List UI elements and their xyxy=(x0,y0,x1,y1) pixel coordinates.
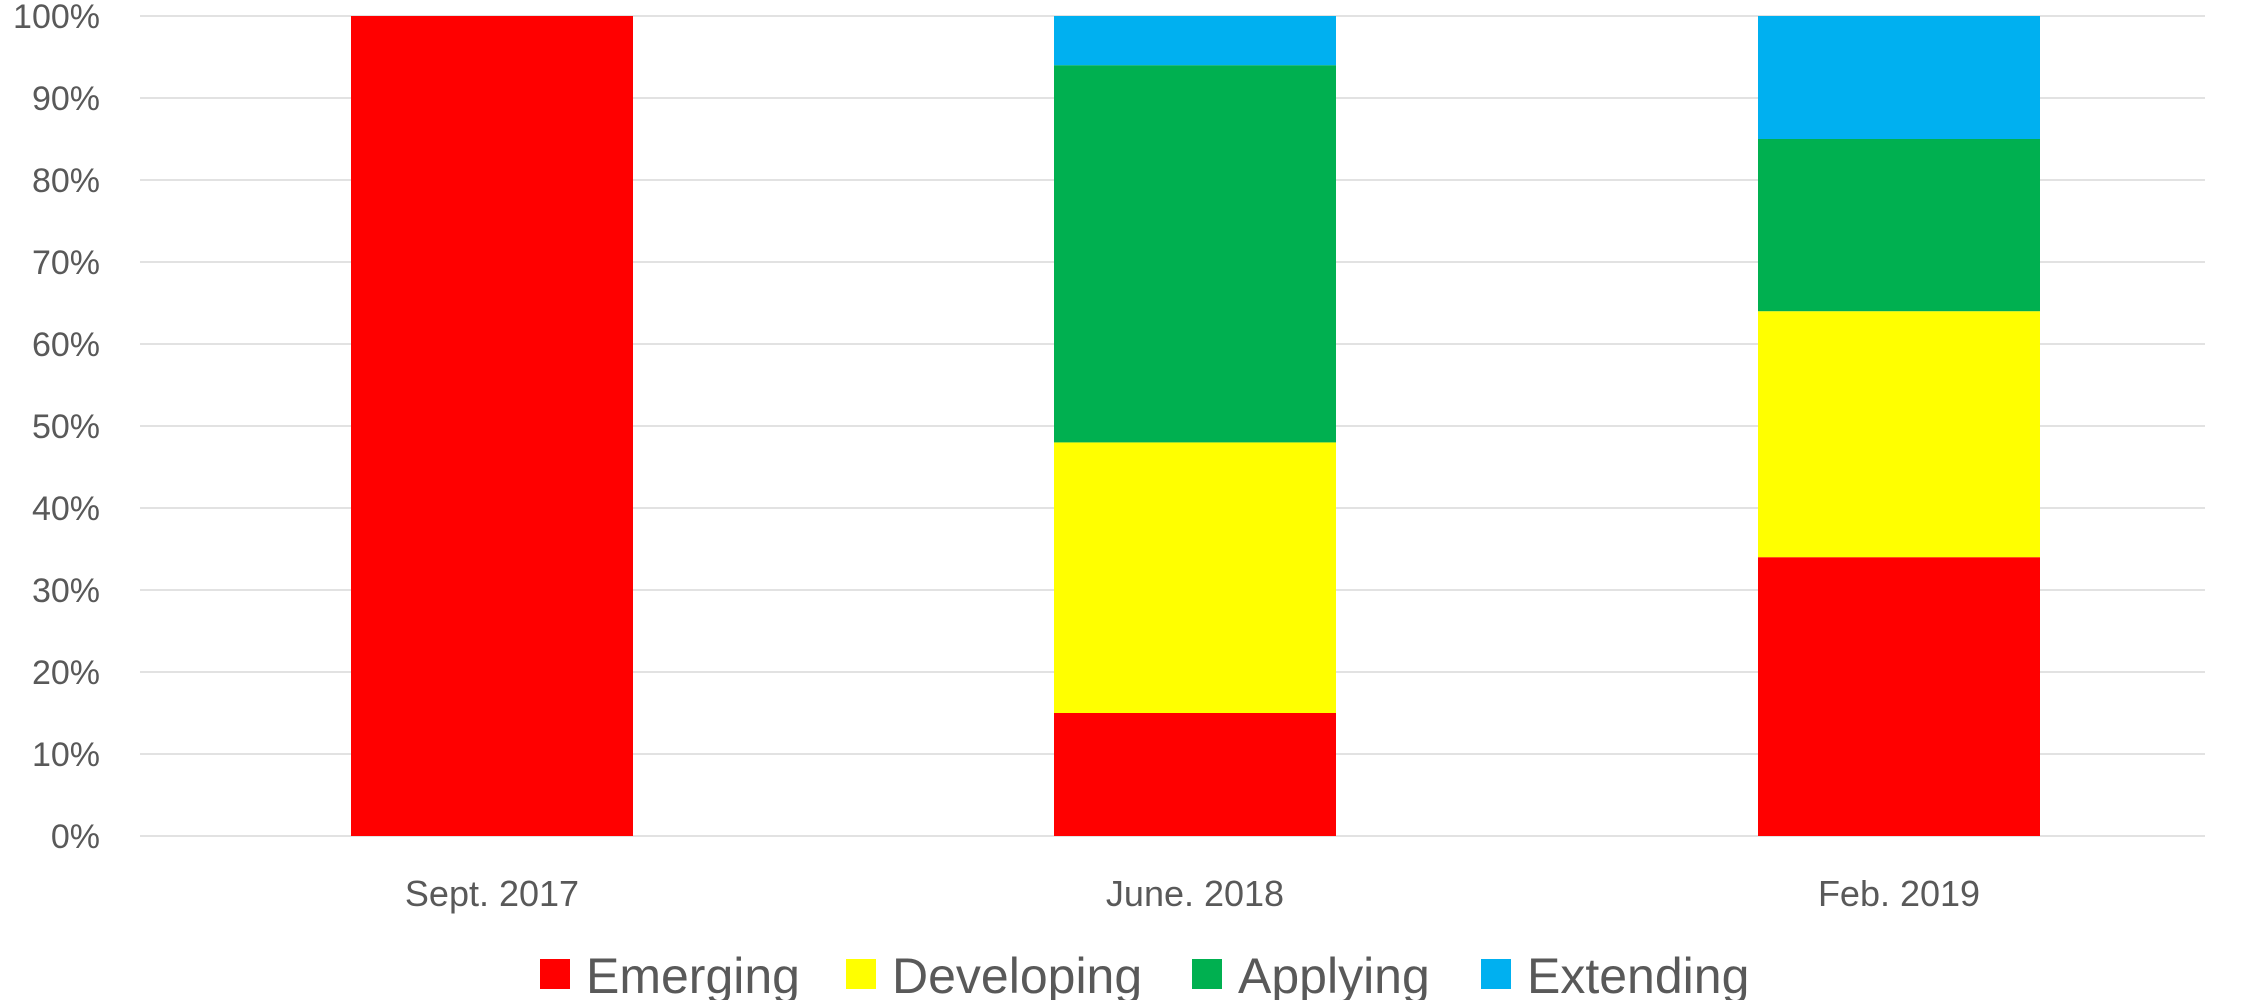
y-tick-label: 100% xyxy=(13,0,100,36)
y-tick-label: 70% xyxy=(32,244,100,282)
legend: Emerging Developing Applying Extending xyxy=(540,948,1749,1004)
legend-swatch-applying xyxy=(1192,959,1222,989)
bar-segment-emerging xyxy=(1054,713,1336,836)
legend-label: Extending xyxy=(1527,948,1749,1000)
y-tick-label: 20% xyxy=(32,654,100,692)
legend-swatch-extending xyxy=(1481,959,1511,989)
bar-segment-developing xyxy=(1758,311,2040,558)
legend-swatch-developing xyxy=(846,959,876,989)
legend-label: Applying xyxy=(1238,948,1430,1000)
x-tick-label: Sept. 2017 xyxy=(405,873,579,914)
y-tick-label: 10% xyxy=(32,736,100,774)
x-tick-label: Feb. 2019 xyxy=(1818,873,1980,914)
bar-segment-developing xyxy=(1054,442,1336,713)
legend-swatch-emerging xyxy=(540,959,570,989)
bar-segment-emerging xyxy=(1758,557,2040,836)
legend-label: Emerging xyxy=(586,948,800,1000)
y-tick-label: 90% xyxy=(32,80,100,118)
legend-label: Developing xyxy=(892,948,1142,1000)
y-tick-label: 0% xyxy=(51,818,100,856)
x-tick-label: June. 2018 xyxy=(1106,873,1284,914)
y-tick-label: 50% xyxy=(32,408,100,446)
bar-segment-applying xyxy=(1758,139,2040,312)
y-tick-label: 60% xyxy=(32,326,100,364)
bar-segment-extending xyxy=(1758,16,2040,139)
y-axis: 0% 10% 20% 30% 40% 50% 60% 70% 80% 90% 100% xyxy=(13,0,100,856)
y-tick-label: 40% xyxy=(32,490,100,528)
y-tick-label: 30% xyxy=(32,572,100,610)
bar-segment-extending xyxy=(1054,16,1336,66)
bar-segment-emerging xyxy=(351,16,633,836)
bars xyxy=(351,16,2040,836)
bar-segment-applying xyxy=(1054,65,1336,443)
y-tick-label: 80% xyxy=(32,162,100,200)
x-axis: Sept. 2017 June. 2018 Feb. 2019 xyxy=(405,873,1980,914)
